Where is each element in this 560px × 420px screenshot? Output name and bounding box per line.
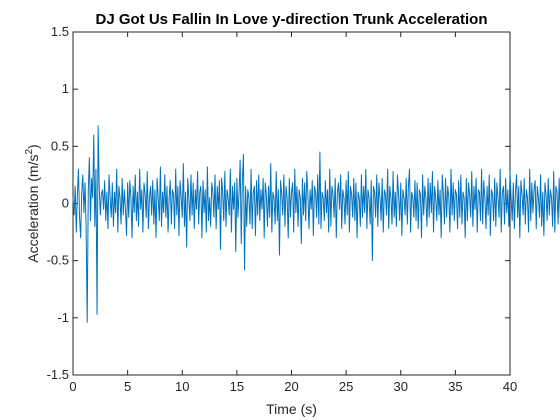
series-group — [72, 125, 560, 323]
y-tick-label: 1.5 — [51, 24, 69, 39]
y-tick-label: -1.5 — [47, 367, 69, 382]
x-tick-label: 15 — [230, 379, 244, 394]
chart-title: DJ Got Us Fallin In Love y-direction Tru… — [95, 11, 487, 28]
x-tick-label: 10 — [175, 379, 189, 394]
y-axis-label-close: ) — [25, 144, 41, 149]
x-axis-label: Time (s) — [266, 401, 317, 417]
series-line — [72, 125, 560, 323]
y-axis: -1.5 -1 -0.5 0 0.5 1 1.5 — [47, 24, 510, 382]
x-tick-label: 30 — [394, 379, 408, 394]
y-axis-label-main: Acceleration (m/s — [25, 155, 41, 263]
x-tick-label: 5 — [124, 379, 131, 394]
x-axis: 0 5 10 15 20 25 30 35 40 — [69, 32, 517, 394]
y-tick-label: -1 — [57, 310, 69, 325]
y-axis-label: Acceleration (m/s2) — [24, 144, 41, 262]
x-tick-label: 20 — [284, 379, 298, 394]
y-tick-label: 0 — [62, 196, 69, 211]
y-tick-label: 1 — [62, 81, 69, 96]
y-tick-label: -0.5 — [47, 253, 69, 268]
x-tick-label: 25 — [339, 379, 353, 394]
x-tick-label: 0 — [69, 379, 76, 394]
y-axis-label-sup: 2 — [24, 149, 35, 155]
y-tick-label: 0.5 — [51, 138, 69, 153]
x-tick-label: 35 — [448, 379, 462, 394]
x-tick-label: 40 — [503, 379, 517, 394]
